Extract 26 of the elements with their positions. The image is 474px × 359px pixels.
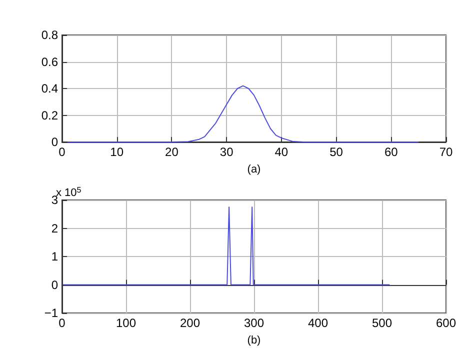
x-axis-title: (b) [247, 334, 261, 346]
x-tick-label: 100 [116, 316, 136, 330]
line-series [66, 85, 420, 142]
x-tick-label: 60 [384, 145, 398, 159]
x-tick-label: 200 [180, 316, 200, 330]
x-tick-label: 600 [436, 316, 456, 330]
x-axis-title: (a) [247, 164, 261, 176]
x-tick-label: 300 [244, 316, 264, 330]
y-tick-label: −1 [44, 306, 58, 320]
x-tick-label: 400 [308, 316, 328, 330]
x-tick-label: 20 [165, 145, 179, 159]
y-tick-label: 0 [51, 278, 58, 292]
y-tick-label: 0.2 [41, 108, 58, 122]
x-tick-label: 50 [330, 145, 344, 159]
y-tick-label: 0.6 [41, 54, 58, 69]
x-tick-label: 500 [372, 316, 392, 330]
y-tick-label: 2 [51, 221, 58, 236]
y-tick-label: 3 [51, 193, 58, 207]
x-tick-label: 70 [439, 145, 453, 159]
y-tick-label: 0.4 [41, 82, 58, 96]
x-tick-label: 40 [274, 145, 288, 159]
y-tick-label: 0 [51, 135, 58, 149]
x-tick-label: 10 [110, 145, 124, 159]
x-tick-label: 30 [220, 145, 234, 159]
y-tick-label: 1 [51, 250, 58, 264]
y-tick-label: 0.8 [41, 28, 58, 42]
